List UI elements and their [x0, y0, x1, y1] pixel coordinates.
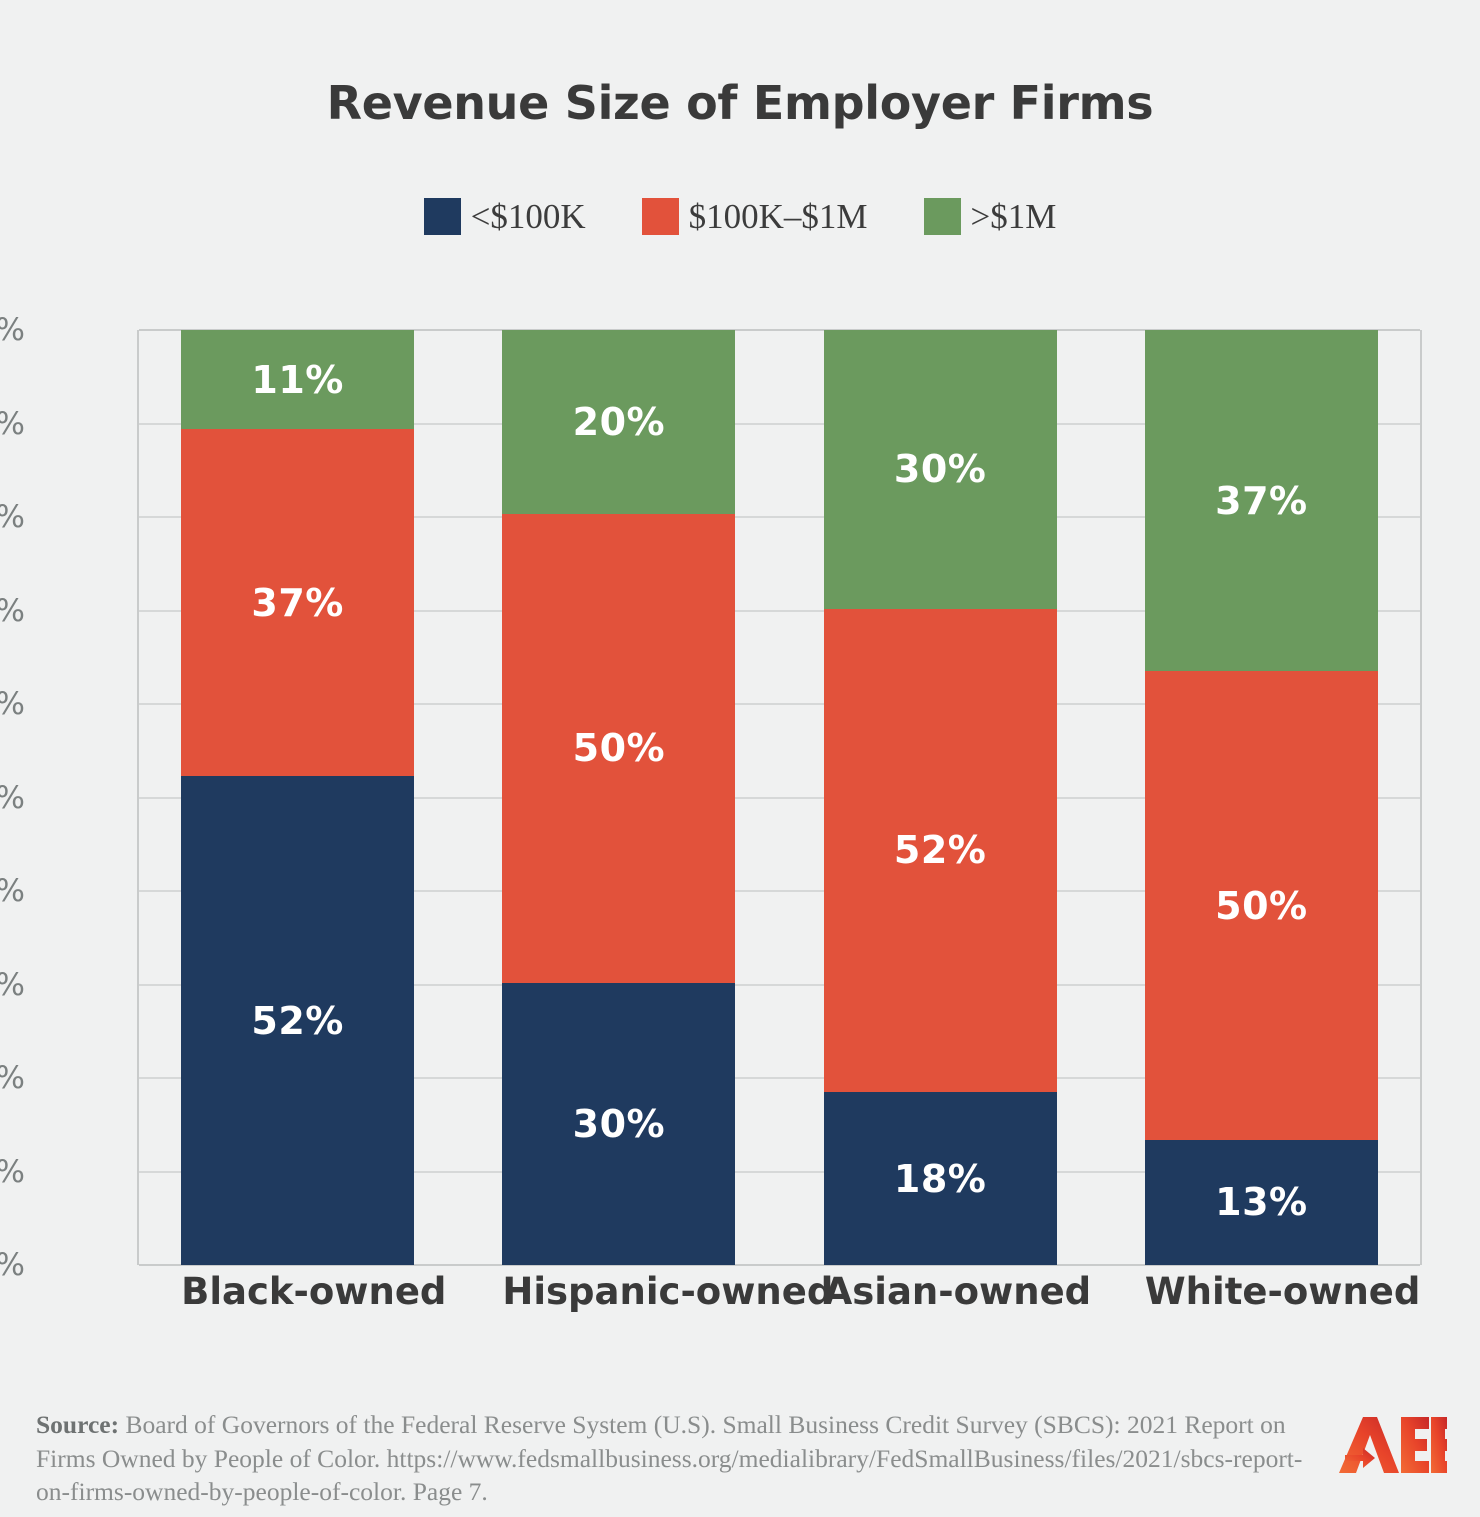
gridline-0	[139, 1264, 1420, 1266]
bar-value-label: 30%	[893, 447, 987, 492]
legend-item-gt1m[interactable]: >$1M	[923, 197, 1057, 236]
legend-label-gt1m: >$1M	[970, 197, 1057, 236]
legend-label-100k_1m: $100K–$1M	[688, 197, 868, 236]
bar-value-label: 20%	[572, 400, 666, 445]
bar-value-label: 13%	[1215, 1180, 1308, 1225]
bar-segment[interactable]: 52%	[181, 776, 415, 1265]
x-axis-label-asian-owned: Asian-owned	[823, 1270, 1092, 1313]
y-axis-tick: 20%	[0, 1060, 25, 1096]
bar-segment[interactable]: 50%	[502, 514, 736, 983]
bar-segment[interactable]: 30%	[502, 982, 736, 1265]
bar-column[interactable]: 11% 37% 52%	[181, 330, 415, 1265]
bar-column[interactable]: 37% 50% 13%	[1144, 330, 1378, 1265]
y-axis-tick: 50%	[0, 780, 25, 816]
y-axis-tick: 0%	[0, 1247, 25, 1283]
bar-value-label: 11%	[251, 357, 344, 402]
legend-swatch-lt100k	[423, 198, 461, 235]
bar-segment[interactable]: 18%	[823, 1092, 1057, 1265]
bar-value-label: 18%	[893, 1156, 987, 1201]
y-axis-tick: 100%	[0, 312, 25, 348]
bar-group: 11% 37% 52% 20% 50% 30% 30% 52% 18% 37% 50% 13%	[137, 330, 1422, 1265]
legend-item-lt100k[interactable]: <$100K	[423, 197, 586, 236]
y-axis-tick: 30%	[0, 967, 25, 1003]
bar-segment[interactable]: 37%	[181, 429, 415, 776]
x-axis-label-black-owned: Black-owned	[181, 1270, 447, 1313]
bar-segment[interactable]: 11%	[181, 330, 415, 430]
x-axis-labels: Black-owned Hispanic-owned Asian-owned Whit…	[137, 1270, 1422, 1313]
y-axis-tick: 10%	[0, 1154, 25, 1190]
bar-segment[interactable]: 13%	[1144, 1139, 1378, 1265]
y-axis-tick: 70%	[0, 593, 25, 629]
source-label: Source:	[36, 1410, 120, 1439]
legend-swatch-100k_1m	[641, 198, 679, 235]
source-body: Board of Governors of the Federal Reserv…	[36, 1410, 1303, 1507]
bar-column[interactable]: 30% 52% 18%	[823, 330, 1057, 1265]
y-axis-tick: 90%	[0, 406, 25, 442]
bar-value-label: 30%	[572, 1101, 666, 1146]
gridline-80	[139, 516, 1420, 518]
gridline-50	[139, 796, 1420, 799]
bar-column[interactable]: 20% 50% 30%	[502, 330, 736, 1265]
bar-value-label: 52%	[251, 998, 344, 1043]
bar-segment[interactable]: 20%	[502, 330, 736, 515]
gridline-10	[139, 1170, 1420, 1173]
page-title: Revenue Size of Employer Firms	[326, 76, 1154, 130]
chart-legend: <$100K $100K–$1M >$1M	[0, 198, 1480, 235]
bar-value-label: 50%	[1215, 883, 1308, 928]
bar-value-label: 37%	[1215, 478, 1308, 523]
bar-segment[interactable]: 50%	[1144, 671, 1378, 1140]
legend-item-100k_1m[interactable]: $100K–$1M	[641, 197, 868, 236]
plot-wrapper: 0% 10% 20% 30% 40% 50% 60% 70% 80% 90% 100% 11% 37%…	[0, 312, 1422, 1283]
gridline-100	[139, 329, 1420, 331]
gridline-40	[139, 890, 1420, 892]
y-axis-tick: 80%	[0, 499, 25, 535]
gridline-60	[139, 703, 1420, 705]
y-axis-tick: 60%	[0, 686, 25, 722]
gridline-90	[139, 422, 1420, 425]
gridline-20	[139, 1077, 1420, 1079]
source-note: Source: Board of Governors of the Federa…	[36, 1408, 1336, 1509]
gridline-30	[139, 983, 1420, 986]
gridline-70	[139, 609, 1420, 612]
aee-logo	[1337, 1415, 1447, 1477]
bar-segment[interactable]: 52%	[823, 608, 1057, 1093]
y-axis-tick: 40%	[0, 873, 25, 909]
x-axis-label-white-owned: White-owned	[1144, 1270, 1421, 1313]
bar-value-label: 52%	[893, 828, 987, 873]
bar-value-label: 50%	[572, 726, 666, 771]
bar-segment[interactable]: 30%	[823, 330, 1057, 609]
legend-label-lt100k: <$100K	[470, 197, 586, 236]
footer: Source: Board of Governors of the Federa…	[36, 1408, 1336, 1509]
plot-area: 0% 10% 20% 30% 40% 50% 60% 70% 80% 90% 100%	[0, 312, 1422, 1283]
legend-swatch-gt1m	[923, 198, 961, 235]
bar-value-label: 37%	[251, 580, 344, 625]
x-axis-label-hispanic-owned: Hispanic-owned	[502, 1270, 834, 1313]
bar-segment[interactable]: 37%	[1144, 330, 1378, 672]
